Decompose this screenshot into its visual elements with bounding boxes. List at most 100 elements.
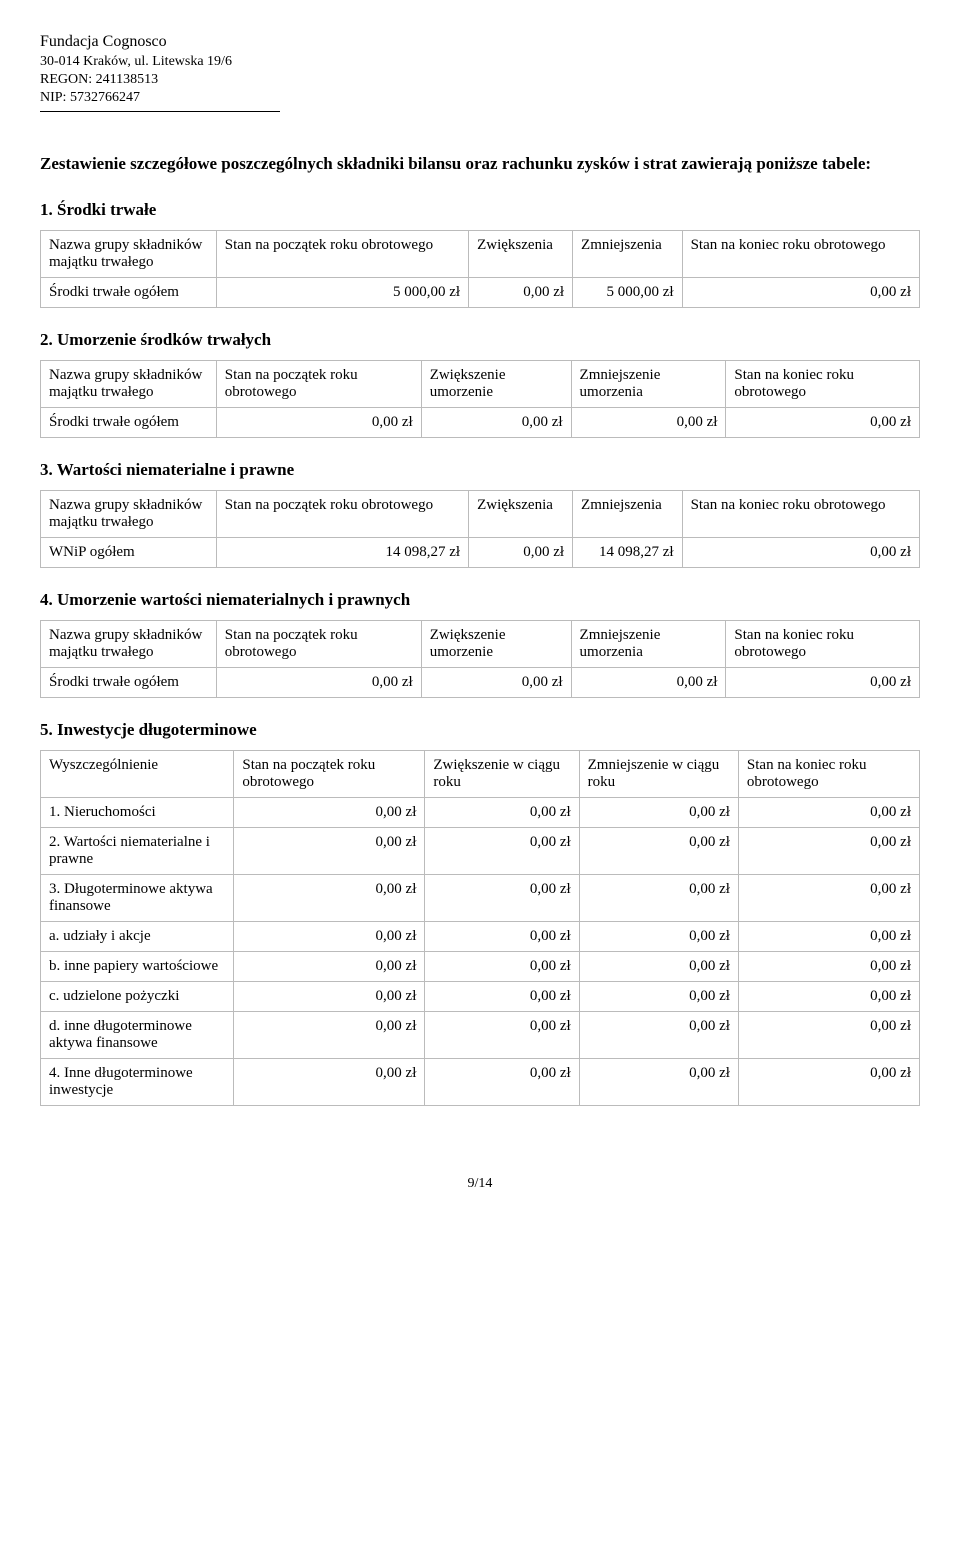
table-row: Środki trwałe ogółem 5 000,00 zł 0,00 zł…: [41, 278, 920, 308]
row-label: Środki trwałe ogółem: [41, 668, 217, 698]
org-address: 30-014 Kraków, ul. Litewska 19/6: [40, 53, 280, 71]
cell-value: 0,00 zł: [234, 1059, 425, 1106]
cell-value: 0,00 zł: [738, 952, 919, 982]
col-header: Stan na początek roku obrotowego: [216, 621, 421, 668]
cell-value: 0,00 zł: [738, 828, 919, 875]
table-row: 2. Wartości niematerialne i prawne0,00 z…: [41, 828, 920, 875]
page-number: 9/14: [40, 1176, 920, 1192]
cell-value: 0,00 zł: [425, 798, 579, 828]
cell-value: 0,00 zł: [234, 922, 425, 952]
col-header: Zwiększenia: [469, 231, 573, 278]
cell-value: 0,00 zł: [682, 278, 919, 308]
col-header: Zwiększenie w ciągu roku: [425, 751, 579, 798]
table-long-term-investments: Wyszczególnienie Stan na początek roku o…: [40, 750, 920, 1106]
cell-value: 0,00 zł: [216, 408, 421, 438]
cell-value: 0,00 zł: [726, 668, 920, 698]
cell-value: 5 000,00 zł: [216, 278, 468, 308]
col-header: Zwiększenia: [469, 491, 573, 538]
cell-value: 0,00 zł: [738, 798, 919, 828]
cell-value: 0,00 zł: [234, 982, 425, 1012]
col-header: Zmniejszenie w ciągu roku: [579, 751, 738, 798]
col-header: Stan na koniec roku obrotowego: [726, 361, 920, 408]
cell-value: 0,00 zł: [425, 982, 579, 1012]
section-5-title: 5. Inwestycje długoterminowe: [40, 720, 920, 740]
table-row: a. udziały i akcje0,00 zł0,00 zł0,00 zł0…: [41, 922, 920, 952]
table-fixed-assets: Nazwa grupy składników majątku trwałego …: [40, 230, 920, 308]
table-header-row: Wyszczególnienie Stan na początek roku o…: [41, 751, 920, 798]
table-row: c. udzielone pożyczki0,00 zł0,00 zł0,00 …: [41, 982, 920, 1012]
row-label: b. inne papiery wartościowe: [41, 952, 234, 982]
cell-value: 0,00 zł: [234, 952, 425, 982]
table-row: WNiP ogółem 14 098,27 zł 0,00 zł 14 098,…: [41, 538, 920, 568]
col-header: Stan na koniec roku obrotowego: [738, 751, 919, 798]
cell-value: 0,00 zł: [234, 1012, 425, 1059]
cell-value: 0,00 zł: [425, 952, 579, 982]
row-label: Środki trwałe ogółem: [41, 408, 217, 438]
table-row: b. inne papiery wartościowe0,00 zł0,00 z…: [41, 952, 920, 982]
cell-value: 0,00 zł: [571, 408, 726, 438]
col-header: Zmniejszenie umorzenia: [571, 361, 726, 408]
cell-value: 14 098,27 zł: [216, 538, 468, 568]
col-header: Nazwa grupy składników majątku trwałego: [41, 231, 217, 278]
cell-value: 5 000,00 zł: [573, 278, 683, 308]
col-header: Zmniejszenie umorzenia: [571, 621, 726, 668]
col-header: Stan na początek roku obrotowego: [234, 751, 425, 798]
cell-value: 0,00 zł: [738, 875, 919, 922]
col-header: Zmniejszenia: [573, 491, 683, 538]
col-header: Stan na początek roku obrotowego: [216, 491, 468, 538]
cell-value: 0,00 zł: [425, 922, 579, 952]
cell-value: 14 098,27 zł: [573, 538, 683, 568]
document-header: Fundacja Cognosco 30-014 Kraków, ul. Lit…: [40, 32, 280, 112]
intro-text: Zestawienie szczegółowe poszczególnych s…: [40, 152, 920, 176]
cell-value: 0,00 zł: [738, 1059, 919, 1106]
row-label: a. udziały i akcje: [41, 922, 234, 952]
cell-value: 0,00 zł: [425, 828, 579, 875]
table-row: 3. Długoterminowe aktywa finansowe0,00 z…: [41, 875, 920, 922]
col-header: Zmniejszenia: [573, 231, 683, 278]
col-header: Stan na początek roku obrotowego: [216, 361, 421, 408]
row-label: WNiP ogółem: [41, 538, 217, 568]
section-4-title: 4. Umorzenie wartości niematerialnych i …: [40, 590, 920, 610]
cell-value: 0,00 zł: [421, 408, 571, 438]
col-header: Wyszczególnienie: [41, 751, 234, 798]
table-row: Środki trwałe ogółem 0,00 zł 0,00 zł 0,0…: [41, 668, 920, 698]
table-header-row: Nazwa grupy składników majątku trwałego …: [41, 361, 920, 408]
col-header: Nazwa grupy składników majątku trwałego: [41, 491, 217, 538]
table-row: 1. Nieruchomości0,00 zł0,00 zł0,00 zł0,0…: [41, 798, 920, 828]
cell-value: 0,00 zł: [425, 1059, 579, 1106]
org-name: Fundacja Cognosco: [40, 32, 280, 53]
cell-value: 0,00 zł: [234, 828, 425, 875]
cell-value: 0,00 zł: [216, 668, 421, 698]
table-row: d. inne długoterminowe aktywa finansowe0…: [41, 1012, 920, 1059]
cell-value: 0,00 zł: [579, 1059, 738, 1106]
section-1-title: 1. Środki trwałe: [40, 200, 920, 220]
col-header: Stan na koniec roku obrotowego: [726, 621, 920, 668]
cell-value: 0,00 zł: [579, 875, 738, 922]
row-label: 1. Nieruchomości: [41, 798, 234, 828]
section-3-title: 3. Wartości niematerialne i prawne: [40, 460, 920, 480]
cell-value: 0,00 zł: [726, 408, 920, 438]
cell-value: 0,00 zł: [738, 922, 919, 952]
row-label: Środki trwałe ogółem: [41, 278, 217, 308]
cell-value: 0,00 zł: [571, 668, 726, 698]
cell-value: 0,00 zł: [579, 1012, 738, 1059]
cell-value: 0,00 zł: [579, 828, 738, 875]
cell-value: 0,00 zł: [234, 798, 425, 828]
cell-value: 0,00 zł: [682, 538, 919, 568]
table-intangible-assets: Nazwa grupy składników majątku trwałego …: [40, 490, 920, 568]
cell-value: 0,00 zł: [425, 875, 579, 922]
cell-value: 0,00 zł: [579, 922, 738, 952]
cell-value: 0,00 zł: [579, 798, 738, 828]
row-label: 2. Wartości niematerialne i prawne: [41, 828, 234, 875]
cell-value: 0,00 zł: [234, 875, 425, 922]
section-2-title: 2. Umorzenie środków trwałych: [40, 330, 920, 350]
org-nip: NIP: 5732766247: [40, 89, 280, 107]
cell-value: 0,00 zł: [579, 952, 738, 982]
table-depreciation-fixed: Nazwa grupy składników majątku trwałego …: [40, 360, 920, 438]
org-regon: REGON: 241138513: [40, 71, 280, 89]
table-header-row: Nazwa grupy składników majątku trwałego …: [41, 231, 920, 278]
row-label: d. inne długoterminowe aktywa finansowe: [41, 1012, 234, 1059]
col-header: Zwiększenie umorzenie: [421, 361, 571, 408]
col-header: Nazwa grupy składników majątku trwałego: [41, 621, 217, 668]
row-label: 3. Długoterminowe aktywa finansowe: [41, 875, 234, 922]
